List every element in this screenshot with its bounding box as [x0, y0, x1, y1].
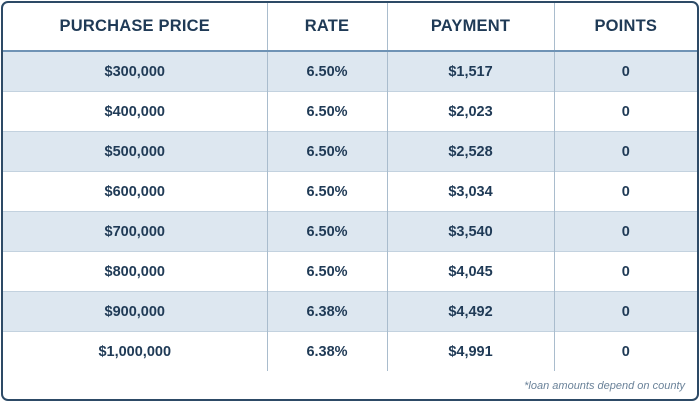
table-row: $800,000 6.50% $4,045 0 [3, 251, 697, 292]
points-cell: 0 [554, 91, 697, 132]
table-header-row: PURCHASE PRICE RATE PAYMENT POINTS [3, 3, 697, 52]
payment-cell: $2,023 [387, 91, 555, 132]
purchase-price-cell: $500,000 [3, 131, 268, 172]
footnote: *loan amounts depend on county [524, 380, 685, 392]
header-rate: RATE [267, 3, 388, 52]
rate-cell: 6.50% [267, 50, 388, 92]
points-cell: 0 [554, 211, 697, 252]
points-cell: 0 [554, 50, 697, 92]
table-row: $900,000 6.38% $4,492 0 [3, 291, 697, 332]
points-cell: 0 [554, 291, 697, 332]
purchase-price-cell: $900,000 [3, 291, 268, 332]
header-payment: PAYMENT [387, 3, 555, 52]
payment-cell: $4,991 [387, 331, 555, 371]
points-cell: 0 [554, 251, 697, 292]
points-cell: 0 [554, 331, 697, 371]
purchase-price-cell: $700,000 [3, 211, 268, 252]
payment-cell: $3,540 [387, 211, 555, 252]
rate-table: PURCHASE PRICE RATE PAYMENT POINTS $300,… [3, 3, 697, 371]
payment-cell: $4,492 [387, 291, 555, 332]
points-cell: 0 [554, 131, 697, 172]
purchase-price-cell: $400,000 [3, 91, 268, 132]
rate-cell: 6.50% [267, 131, 388, 172]
rate-cell: 6.50% [267, 211, 388, 252]
purchase-price-cell: $800,000 [3, 251, 268, 292]
table-row: $700,000 6.50% $3,540 0 [3, 211, 697, 252]
payment-cell: $1,517 [387, 50, 555, 92]
purchase-price-cell: $600,000 [3, 171, 268, 212]
rate-cell: 6.50% [267, 251, 388, 292]
payment-cell: $2,528 [387, 131, 555, 172]
rate-cell: 6.50% [267, 91, 388, 132]
header-purchase-price: PURCHASE PRICE [3, 3, 268, 52]
rate-cell: 6.50% [267, 171, 388, 212]
table-row: $400,000 6.50% $2,023 0 [3, 91, 697, 132]
purchase-price-cell: $300,000 [3, 50, 268, 92]
rate-cell: 6.38% [267, 291, 388, 332]
payment-cell: $4,045 [387, 251, 555, 292]
header-points: POINTS [554, 3, 697, 52]
table-row: $500,000 6.50% $2,528 0 [3, 131, 697, 172]
points-cell: 0 [554, 171, 697, 212]
rate-cell: 6.38% [267, 331, 388, 371]
table-row: $300,000 6.50% $1,517 0 [3, 50, 697, 92]
purchase-price-cell: $1,000,000 [3, 331, 268, 371]
payment-cell: $3,034 [387, 171, 555, 212]
table-row: $1,000,000 6.38% $4,991 0 [3, 331, 697, 371]
table-row: $600,000 6.50% $3,034 0 [3, 171, 697, 212]
